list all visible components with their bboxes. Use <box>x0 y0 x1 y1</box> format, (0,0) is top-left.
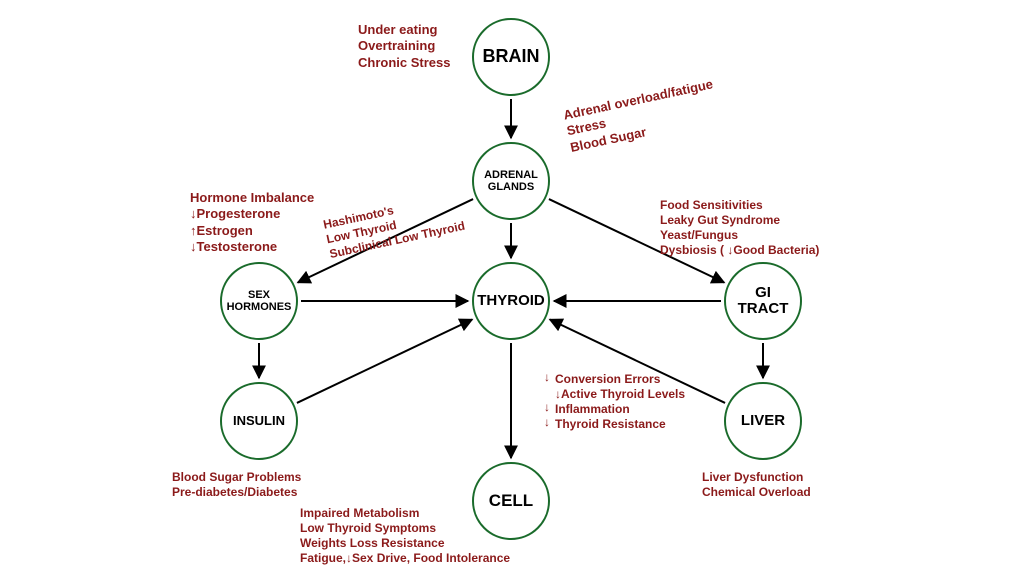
node-adrenal: ADRENAL GLANDS <box>472 142 550 220</box>
annot-cell_annot: Impaired Metabolism Low Thyroid Symptoms… <box>300 506 510 566</box>
annot-conv_annot: Conversion Errors ↓Active Thyroid Levels… <box>555 372 685 432</box>
node-sex: SEX HORMONES <box>220 262 298 340</box>
annot-arrow_conv: ↓ ↓ ↓ <box>544 370 550 430</box>
annot-brain_annot: Under eating Overtraining Chronic Stress <box>358 22 450 71</box>
annot-insulin_annot: Blood Sugar Problems Pre-diabetes/Diabet… <box>172 470 301 500</box>
annot-adrenal_annot: Adrenal overload/fatigue Stress Blood Su… <box>562 76 721 155</box>
annot-sex_annot: Hormone Imbalance ↓Progesterone ↑Estroge… <box>190 190 314 255</box>
node-brain: BRAIN <box>472 18 550 96</box>
annot-gi_annot: Food Sensitivities Leaky Gut Syndrome Ye… <box>660 198 819 258</box>
annot-thyroid_annot: Hashimoto's Low Thyroid Subclinical Low … <box>322 189 466 262</box>
annot-liver_annot: Liver Dysfunction Chemical Overload <box>702 470 811 500</box>
node-liver: LIVER <box>724 382 802 460</box>
node-insulin: INSULIN <box>220 382 298 460</box>
node-thyroid: THYROID <box>472 262 550 340</box>
node-gi: GI TRACT <box>724 262 802 340</box>
edge-insulin-thyroid <box>297 319 472 402</box>
